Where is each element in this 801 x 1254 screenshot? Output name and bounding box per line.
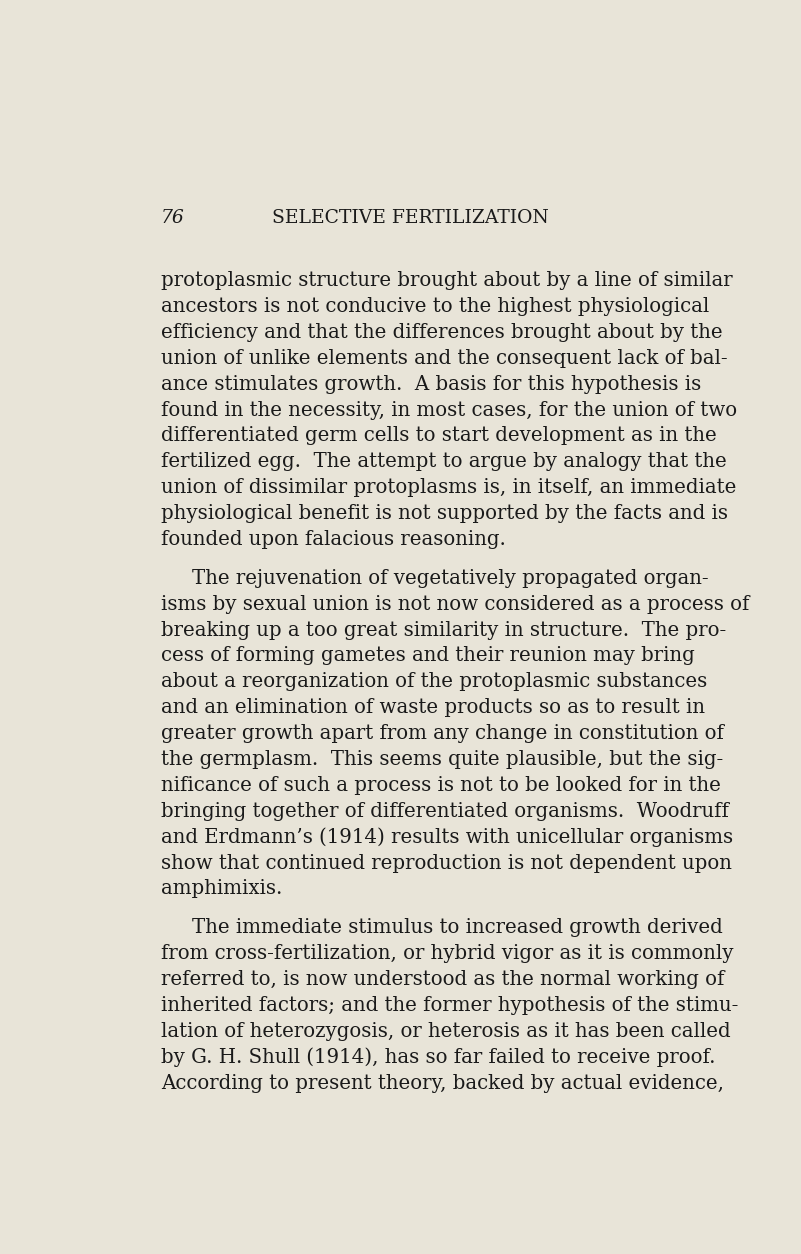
Text: amphimixis.: amphimixis. [161,879,282,898]
Text: union of unlike elements and the consequent lack of bal-: union of unlike elements and the consequ… [161,349,727,367]
Text: ance stimulates growth.  A basis for this hypothesis is: ance stimulates growth. A basis for this… [161,375,701,394]
Text: 76: 76 [161,209,185,227]
Text: physiological benefit is not supported by the facts and is: physiological benefit is not supported b… [161,504,728,523]
Text: and an elimination of waste products so as to result in: and an elimination of waste products so … [161,698,705,717]
Text: ancestors is not conducive to the highest physiological: ancestors is not conducive to the highes… [161,297,709,316]
Text: efficiency and that the differences brought about by the: efficiency and that the differences brou… [161,324,723,342]
Text: lation of heterozygosis, or heterosis as it has been called: lation of heterozygosis, or heterosis as… [161,1022,731,1041]
Text: bringing together of differentiated organisms.  Woodruff: bringing together of differentiated orga… [161,801,729,821]
Text: cess of forming gametes and their reunion may bring: cess of forming gametes and their reunio… [161,647,694,666]
Text: inherited factors; and the former hypothesis of the stimu-: inherited factors; and the former hypoth… [161,996,739,1014]
Text: about a reorganization of the protoplasmic substances: about a reorganization of the protoplasm… [161,672,707,691]
Text: According to present theory, backed by actual evidence,: According to present theory, backed by a… [161,1073,724,1092]
Text: from cross-fertilization, or hybrid vigor as it is commonly: from cross-fertilization, or hybrid vigo… [161,944,734,963]
Text: the germplasm.  This seems quite plausible, but the sig-: the germplasm. This seems quite plausibl… [161,750,723,769]
Text: referred to, is now understood as the normal working of: referred to, is now understood as the no… [161,971,724,989]
Text: by G. H. Shull (1914), has so far failed to receive proof.: by G. H. Shull (1914), has so far failed… [161,1047,715,1067]
Text: fertilized egg.  The attempt to argue by analogy that the: fertilized egg. The attempt to argue by … [161,453,727,472]
Text: union of dissimilar protoplasms is, in itself, an immediate: union of dissimilar protoplasms is, in i… [161,478,736,497]
Text: SELECTIVE FERTILIZATION: SELECTIVE FERTILIZATION [272,209,549,227]
Text: greater growth apart from any change in constitution of: greater growth apart from any change in … [161,724,724,744]
Text: found in the necessity, in most cases, for the union of two: found in the necessity, in most cases, f… [161,400,737,420]
Text: isms by sexual union is not now considered as a process of: isms by sexual union is not now consider… [161,594,750,613]
Text: differentiated germ cells to start development as in the: differentiated germ cells to start devel… [161,426,717,445]
Text: nificance of such a process is not to be looked for in the: nificance of such a process is not to be… [161,776,721,795]
Text: show that continued reproduction is not dependent upon: show that continued reproduction is not … [161,854,732,873]
Text: founded upon falacious reasoning.: founded upon falacious reasoning. [161,530,506,549]
Text: protoplasmic structure brought about by a line of similar: protoplasmic structure brought about by … [161,271,733,290]
Text: The rejuvenation of vegetatively propagated organ-: The rejuvenation of vegetatively propaga… [192,569,709,588]
Text: and Erdmann’s (1914) results with unicellular organisms: and Erdmann’s (1914) results with unicel… [161,828,733,848]
Text: breaking up a too great similarity in structure.  The pro-: breaking up a too great similarity in st… [161,621,727,640]
Text: The immediate stimulus to increased growth derived: The immediate stimulus to increased grow… [192,918,723,937]
